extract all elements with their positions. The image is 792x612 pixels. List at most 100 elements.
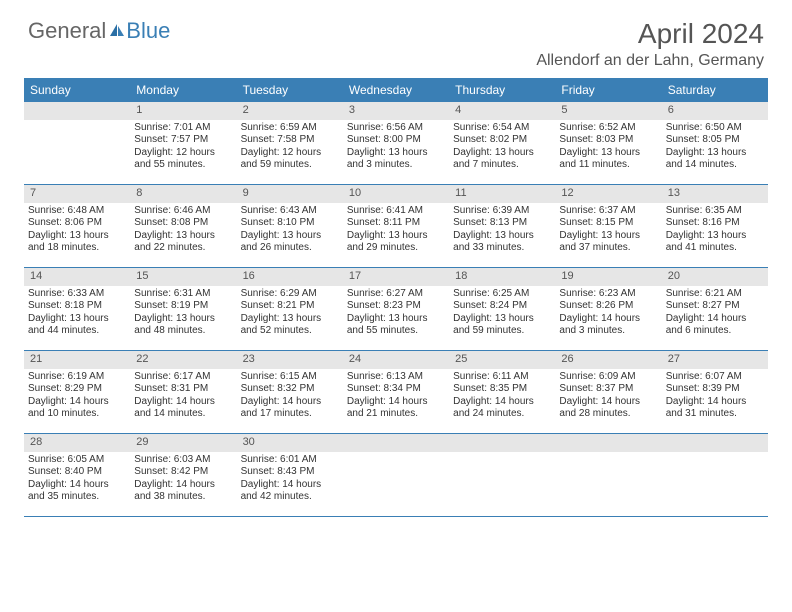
daylight-text: Daylight: 13 hours and 11 minutes. [559,147,657,172]
day-cell [555,434,661,516]
sunrise-text: Sunrise: 6:33 AM [28,288,126,301]
sunrise-text: Sunrise: 6:29 AM [241,288,339,301]
day-cell: 20Sunrise: 6:21 AMSunset: 8:27 PMDayligh… [662,268,768,350]
day-number: 13 [662,185,768,203]
sunset-text: Sunset: 8:05 PM [666,134,764,147]
daylight-text: Daylight: 14 hours and 35 minutes. [28,479,126,504]
day-cell: 23Sunrise: 6:15 AMSunset: 8:32 PMDayligh… [237,351,343,433]
day-number: 15 [130,268,236,286]
day-number [449,434,555,452]
day-cell [449,434,555,516]
day-cell [662,434,768,516]
day-cell: 6Sunrise: 6:50 AMSunset: 8:05 PMDaylight… [662,102,768,184]
sunrise-text: Sunrise: 6:21 AM [666,288,764,301]
daylight-text: Daylight: 13 hours and 18 minutes. [28,230,126,255]
daylight-text: Daylight: 13 hours and 29 minutes. [347,230,445,255]
day-number: 4 [449,102,555,120]
day-cell: 22Sunrise: 6:17 AMSunset: 8:31 PMDayligh… [130,351,236,433]
day-cell: 26Sunrise: 6:09 AMSunset: 8:37 PMDayligh… [555,351,661,433]
sunrise-text: Sunrise: 6:23 AM [559,288,657,301]
sunset-text: Sunset: 8:06 PM [28,217,126,230]
day-number: 22 [130,351,236,369]
sunrise-text: Sunrise: 6:35 AM [666,205,764,218]
day-header-row: Sunday Monday Tuesday Wednesday Thursday… [24,78,768,102]
sunset-text: Sunset: 8:02 PM [453,134,551,147]
sunset-text: Sunset: 8:39 PM [666,383,764,396]
sunset-text: Sunset: 8:18 PM [28,300,126,313]
daylight-text: Daylight: 14 hours and 6 minutes. [666,313,764,338]
sunrise-text: Sunrise: 6:05 AM [28,454,126,467]
day-cell: 14Sunrise: 6:33 AMSunset: 8:18 PMDayligh… [24,268,130,350]
day-cell: 17Sunrise: 6:27 AMSunset: 8:23 PMDayligh… [343,268,449,350]
day-number [662,434,768,452]
day-cell: 27Sunrise: 6:07 AMSunset: 8:39 PMDayligh… [662,351,768,433]
day-number: 2 [237,102,343,120]
weeks-container: 1Sunrise: 7:01 AMSunset: 7:57 PMDaylight… [24,102,768,517]
daylight-text: Daylight: 14 hours and 14 minutes. [134,396,232,421]
logo: General Blue [28,18,170,44]
sunset-text: Sunset: 8:10 PM [241,217,339,230]
day-number: 27 [662,351,768,369]
header: General Blue April 2024 Allendorf an der… [0,0,792,78]
sunset-text: Sunset: 8:23 PM [347,300,445,313]
title-block: April 2024 Allendorf an der Lahn, German… [536,18,764,70]
day-cell: 13Sunrise: 6:35 AMSunset: 8:16 PMDayligh… [662,185,768,267]
day-cell: 18Sunrise: 6:25 AMSunset: 8:24 PMDayligh… [449,268,555,350]
day-cell: 4Sunrise: 6:54 AMSunset: 8:02 PMDaylight… [449,102,555,184]
sunrise-text: Sunrise: 6:46 AM [134,205,232,218]
sunrise-text: Sunrise: 6:01 AM [241,454,339,467]
sunset-text: Sunset: 8:15 PM [559,217,657,230]
sunrise-text: Sunrise: 7:01 AM [134,122,232,135]
day-number: 11 [449,185,555,203]
day-cell: 5Sunrise: 6:52 AMSunset: 8:03 PMDaylight… [555,102,661,184]
day-number: 10 [343,185,449,203]
day-number [555,434,661,452]
logo-text-blue: Blue [126,18,170,44]
sunset-text: Sunset: 8:13 PM [453,217,551,230]
sunrise-text: Sunrise: 6:52 AM [559,122,657,135]
logo-sail-icon [108,18,126,44]
sunrise-text: Sunrise: 6:11 AM [453,371,551,384]
sunrise-text: Sunrise: 6:15 AM [241,371,339,384]
daylight-text: Daylight: 14 hours and 24 minutes. [453,396,551,421]
day-cell: 8Sunrise: 6:46 AMSunset: 8:08 PMDaylight… [130,185,236,267]
sunset-text: Sunset: 8:26 PM [559,300,657,313]
day-cell: 28Sunrise: 6:05 AMSunset: 8:40 PMDayligh… [24,434,130,516]
day-header-thu: Thursday [449,78,555,102]
calendar: Sunday Monday Tuesday Wednesday Thursday… [24,78,768,517]
daylight-text: Daylight: 13 hours and 52 minutes. [241,313,339,338]
daylight-text: Daylight: 14 hours and 28 minutes. [559,396,657,421]
day-cell [343,434,449,516]
day-number: 30 [237,434,343,452]
day-number: 8 [130,185,236,203]
sunset-text: Sunset: 8:31 PM [134,383,232,396]
day-header-sat: Saturday [662,78,768,102]
day-number: 25 [449,351,555,369]
daylight-text: Daylight: 13 hours and 37 minutes. [559,230,657,255]
day-cell: 25Sunrise: 6:11 AMSunset: 8:35 PMDayligh… [449,351,555,433]
sunrise-text: Sunrise: 6:41 AM [347,205,445,218]
daylight-text: Daylight: 13 hours and 7 minutes. [453,147,551,172]
day-cell: 7Sunrise: 6:48 AMSunset: 8:06 PMDaylight… [24,185,130,267]
sunrise-text: Sunrise: 6:56 AM [347,122,445,135]
daylight-text: Daylight: 14 hours and 38 minutes. [134,479,232,504]
sunrise-text: Sunrise: 6:19 AM [28,371,126,384]
day-cell: 9Sunrise: 6:43 AMSunset: 8:10 PMDaylight… [237,185,343,267]
sunset-text: Sunset: 8:00 PM [347,134,445,147]
sunrise-text: Sunrise: 6:48 AM [28,205,126,218]
daylight-text: Daylight: 13 hours and 33 minutes. [453,230,551,255]
day-number: 17 [343,268,449,286]
sunset-text: Sunset: 8:42 PM [134,466,232,479]
sunset-text: Sunset: 8:11 PM [347,217,445,230]
day-cell: 3Sunrise: 6:56 AMSunset: 8:00 PMDaylight… [343,102,449,184]
day-number: 5 [555,102,661,120]
week-row: 1Sunrise: 7:01 AMSunset: 7:57 PMDaylight… [24,102,768,185]
daylight-text: Daylight: 13 hours and 48 minutes. [134,313,232,338]
daylight-text: Daylight: 14 hours and 21 minutes. [347,396,445,421]
daylight-text: Daylight: 13 hours and 3 minutes. [347,147,445,172]
day-cell: 11Sunrise: 6:39 AMSunset: 8:13 PMDayligh… [449,185,555,267]
sunset-text: Sunset: 8:16 PM [666,217,764,230]
day-cell: 12Sunrise: 6:37 AMSunset: 8:15 PMDayligh… [555,185,661,267]
daylight-text: Daylight: 14 hours and 10 minutes. [28,396,126,421]
day-header-sun: Sunday [24,78,130,102]
